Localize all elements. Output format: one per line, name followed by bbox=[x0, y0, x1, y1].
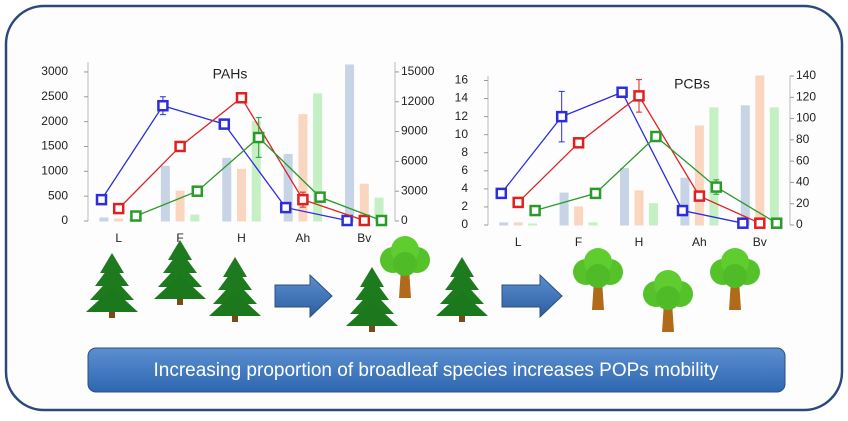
marker bbox=[497, 189, 506, 198]
marker bbox=[557, 112, 566, 121]
graphical-abstract: PAHs050010001500200025003000030006000900… bbox=[0, 0, 848, 416]
x-tick-label: H bbox=[237, 231, 246, 245]
x-tick-label: L bbox=[115, 231, 122, 245]
y-tick-label: 2500 bbox=[41, 89, 68, 103]
marker bbox=[158, 101, 167, 110]
y-tick-label: 1500 bbox=[41, 139, 68, 153]
y2-tick-label: 9000 bbox=[401, 124, 428, 138]
marker bbox=[193, 187, 202, 196]
page: PAHs050010001500200025003000030006000900… bbox=[0, 0, 848, 421]
x-tick-label: Bv bbox=[753, 235, 767, 249]
bar bbox=[500, 223, 508, 225]
marker bbox=[254, 133, 263, 142]
marker bbox=[755, 219, 764, 228]
y2-tick-label: 12000 bbox=[401, 94, 435, 108]
y-tick-label: 3000 bbox=[41, 64, 68, 78]
y-tick-label: 10 bbox=[455, 127, 469, 141]
x-tick-label: H bbox=[635, 235, 644, 249]
marker bbox=[298, 195, 307, 204]
marker bbox=[360, 216, 369, 225]
marker bbox=[114, 204, 123, 213]
y-tick-label: 12 bbox=[455, 109, 469, 123]
bar bbox=[346, 65, 354, 221]
y-tick-label: 0 bbox=[461, 217, 468, 231]
marker bbox=[131, 212, 140, 221]
bar bbox=[238, 169, 246, 221]
y-tick-label: 14 bbox=[455, 91, 469, 105]
marker bbox=[514, 198, 523, 207]
marker bbox=[591, 189, 600, 198]
x-tick-label: L bbox=[515, 235, 522, 249]
y-tick-label: 2000 bbox=[41, 114, 68, 128]
bar bbox=[589, 223, 597, 225]
marker bbox=[377, 216, 386, 225]
marker bbox=[316, 193, 325, 202]
bar bbox=[770, 108, 778, 225]
marker bbox=[772, 219, 781, 228]
x-tick-label: Ah bbox=[692, 235, 707, 249]
y2-tick-label: 60 bbox=[796, 153, 810, 167]
chart-title: PCBs bbox=[674, 76, 710, 92]
marker bbox=[97, 195, 106, 204]
bar bbox=[681, 178, 689, 225]
bar bbox=[575, 207, 583, 225]
y2-tick-label: 3000 bbox=[401, 183, 428, 197]
bar bbox=[710, 108, 718, 225]
y2-tick-label: 80 bbox=[796, 132, 810, 146]
bar bbox=[756, 76, 764, 225]
y2-tick-label: 140 bbox=[796, 68, 816, 82]
y-tick-label: 16 bbox=[455, 73, 469, 87]
bar bbox=[649, 204, 657, 225]
bar bbox=[176, 191, 184, 221]
marker bbox=[738, 219, 747, 228]
marker bbox=[695, 192, 704, 201]
y2-tick-label: 40 bbox=[796, 175, 810, 189]
marker bbox=[651, 132, 660, 141]
bar bbox=[100, 218, 108, 221]
y-tick-label: 6 bbox=[461, 163, 468, 177]
x-tick-label: Bv bbox=[357, 231, 371, 245]
bar bbox=[161, 166, 169, 221]
bar bbox=[635, 191, 643, 225]
y2-tick-label: 20 bbox=[796, 196, 810, 210]
x-tick-label: F bbox=[575, 235, 582, 249]
marker bbox=[343, 216, 352, 225]
y-tick-label: 8 bbox=[461, 145, 468, 159]
marker bbox=[531, 206, 540, 215]
bar bbox=[741, 106, 749, 225]
bar bbox=[514, 223, 522, 225]
y-tick-label: 4 bbox=[461, 181, 468, 195]
y2-tick-label: 100 bbox=[796, 111, 816, 125]
y-tick-label: 500 bbox=[48, 188, 68, 202]
y2-tick-label: 0 bbox=[401, 213, 408, 227]
y2-tick-label: 15000 bbox=[401, 64, 435, 78]
bar bbox=[191, 215, 199, 221]
chart-title: PAHs bbox=[213, 66, 248, 82]
bar bbox=[621, 169, 629, 225]
marker bbox=[678, 206, 687, 215]
marker bbox=[281, 203, 290, 212]
banner-text: Increasing proportion of broadleaf speci… bbox=[153, 360, 719, 381]
y-tick-label: 2 bbox=[461, 199, 468, 213]
y-tick-label: 0 bbox=[61, 213, 68, 227]
y2-tick-label: 6000 bbox=[401, 154, 428, 168]
marker bbox=[635, 91, 644, 100]
marker bbox=[220, 120, 229, 129]
y-tick-label: 1000 bbox=[41, 163, 68, 177]
bar bbox=[560, 193, 568, 225]
bar bbox=[115, 219, 123, 221]
y2-tick-label: 0 bbox=[796, 217, 803, 231]
marker bbox=[176, 142, 185, 151]
marker bbox=[237, 93, 246, 102]
marker bbox=[618, 88, 627, 97]
bar bbox=[529, 224, 537, 225]
y2-tick-label: 120 bbox=[796, 89, 816, 103]
marker bbox=[574, 138, 583, 147]
x-tick-label: Ah bbox=[296, 231, 311, 245]
marker bbox=[712, 183, 721, 192]
